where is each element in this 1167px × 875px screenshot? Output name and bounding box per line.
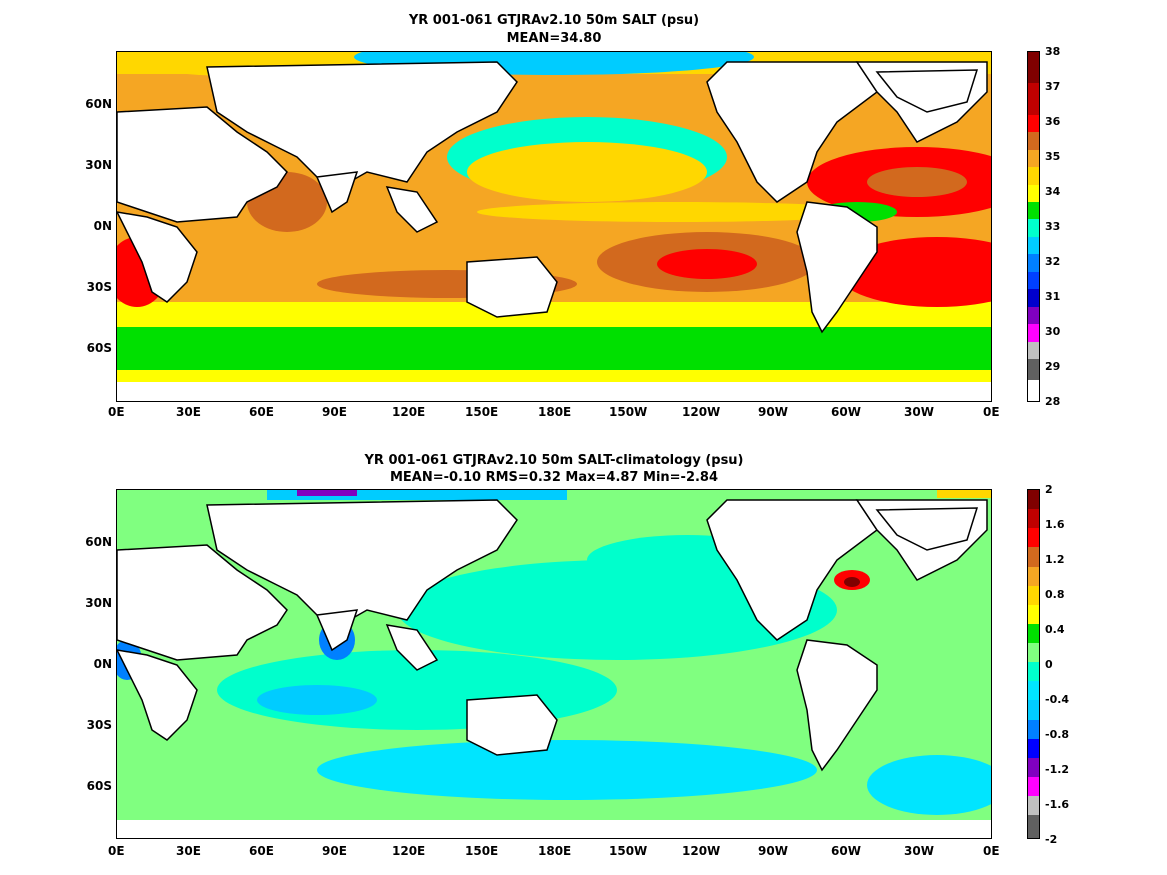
panel1-cbar-label: 38 [1045, 45, 1061, 58]
panel2-cbar-label: -2 [1045, 833, 1058, 846]
panel1-xtick: 60W [831, 405, 861, 419]
panel2-colorbar [1027, 489, 1040, 839]
panel2-title: YR 001-061 GTJRAv2.10 50m SALT-climatolo… [364, 453, 744, 468]
panel2-cbar-label: 0.8 [1045, 588, 1065, 601]
panel2-cbar-label: -1.6 [1045, 798, 1070, 811]
panel1-xtick: 60E [249, 405, 274, 419]
panel1-colorbar [1027, 51, 1040, 402]
panel1-cbar-label: 31 [1045, 290, 1061, 303]
panel2-map [116, 489, 992, 839]
panel1-cbar-label: 37 [1045, 80, 1061, 93]
panel1-xtick: 150E [465, 405, 499, 419]
panel2-subtitle: MEAN=-0.10 RMS=0.32 Max=4.87 Min=-2.84 [389, 470, 719, 485]
panel1-cbar-label: 29 [1045, 360, 1061, 373]
panel2-xtick: 0E [108, 844, 125, 858]
panel2-xtick: 30E [176, 844, 201, 858]
panel2-xtick: 60W [831, 844, 861, 858]
panel2-ytick: 30S [86, 718, 112, 732]
panel1-cbar-label: 34 [1045, 185, 1061, 198]
panel2-ytick: 60N [85, 535, 112, 549]
panel1-xtick: 150W [609, 405, 648, 419]
panel1-xtick: 0E [108, 405, 125, 419]
panel2-cbar-label: -0.4 [1045, 693, 1070, 706]
panel2-xtick: 120E [392, 844, 426, 858]
panel1-cbar-label: 33 [1045, 220, 1061, 233]
panel2-xtick: 60E [249, 844, 274, 858]
panel2-cbar-label: -0.8 [1045, 728, 1070, 741]
panel2-cbar-label: 2 [1045, 483, 1053, 496]
panel1-map [116, 51, 992, 402]
panel1-xtick: 0E [983, 405, 1000, 419]
panel2-xtick: 180E [538, 844, 572, 858]
panel2-ytick: 60S [86, 779, 112, 793]
panel2-ytick: 30N [85, 596, 112, 610]
panel1-cbar-label: 30 [1045, 325, 1061, 338]
panel1-ytick: 30N [85, 158, 112, 172]
panel1-xtick: 90E [322, 405, 347, 419]
panel1-xtick: 120W [682, 405, 721, 419]
panel1-title: YR 001-061 GTJRAv2.10 50m SALT (psu) [408, 13, 700, 28]
panel1-ytick: 60N [85, 97, 112, 111]
panel2-cbar-label: 1.2 [1045, 553, 1065, 566]
panel2-xtick: 120W [682, 844, 721, 858]
panel1-cbar-label: 28 [1045, 395, 1061, 408]
panel1-xtick: 30E [176, 405, 201, 419]
panel1-subtitle: MEAN=34.80 [506, 31, 602, 46]
panel2-cbar-label: 0.4 [1045, 623, 1065, 636]
panel1-cbar-label: 35 [1045, 150, 1061, 163]
panel1-ytick: 60S [86, 341, 112, 355]
panel2-xtick: 90W [758, 844, 788, 858]
panel1-xtick: 30W [904, 405, 934, 419]
panel2-xtick: 90E [322, 844, 347, 858]
panel1-xtick: 180E [538, 405, 572, 419]
panel2-xtick: 30W [904, 844, 934, 858]
panel1-ytick: 0N [93, 219, 112, 233]
panel2-xtick: 0E [983, 844, 1000, 858]
panel1-cbar-label: 32 [1045, 255, 1061, 268]
panel2-cbar-label: 1.6 [1045, 518, 1065, 531]
panel2-cbar-label: -1.2 [1045, 763, 1070, 776]
panel1-cbar-label: 36 [1045, 115, 1061, 128]
panel2-xtick: 150E [465, 844, 499, 858]
panel2-cbar-label: 0 [1045, 658, 1053, 671]
panel1-xtick: 90W [758, 405, 788, 419]
panel2-ytick: 0N [93, 657, 112, 671]
panel1-ytick: 30S [86, 280, 112, 294]
panel2-xtick: 150W [609, 844, 648, 858]
panel1-xtick: 120E [392, 405, 426, 419]
